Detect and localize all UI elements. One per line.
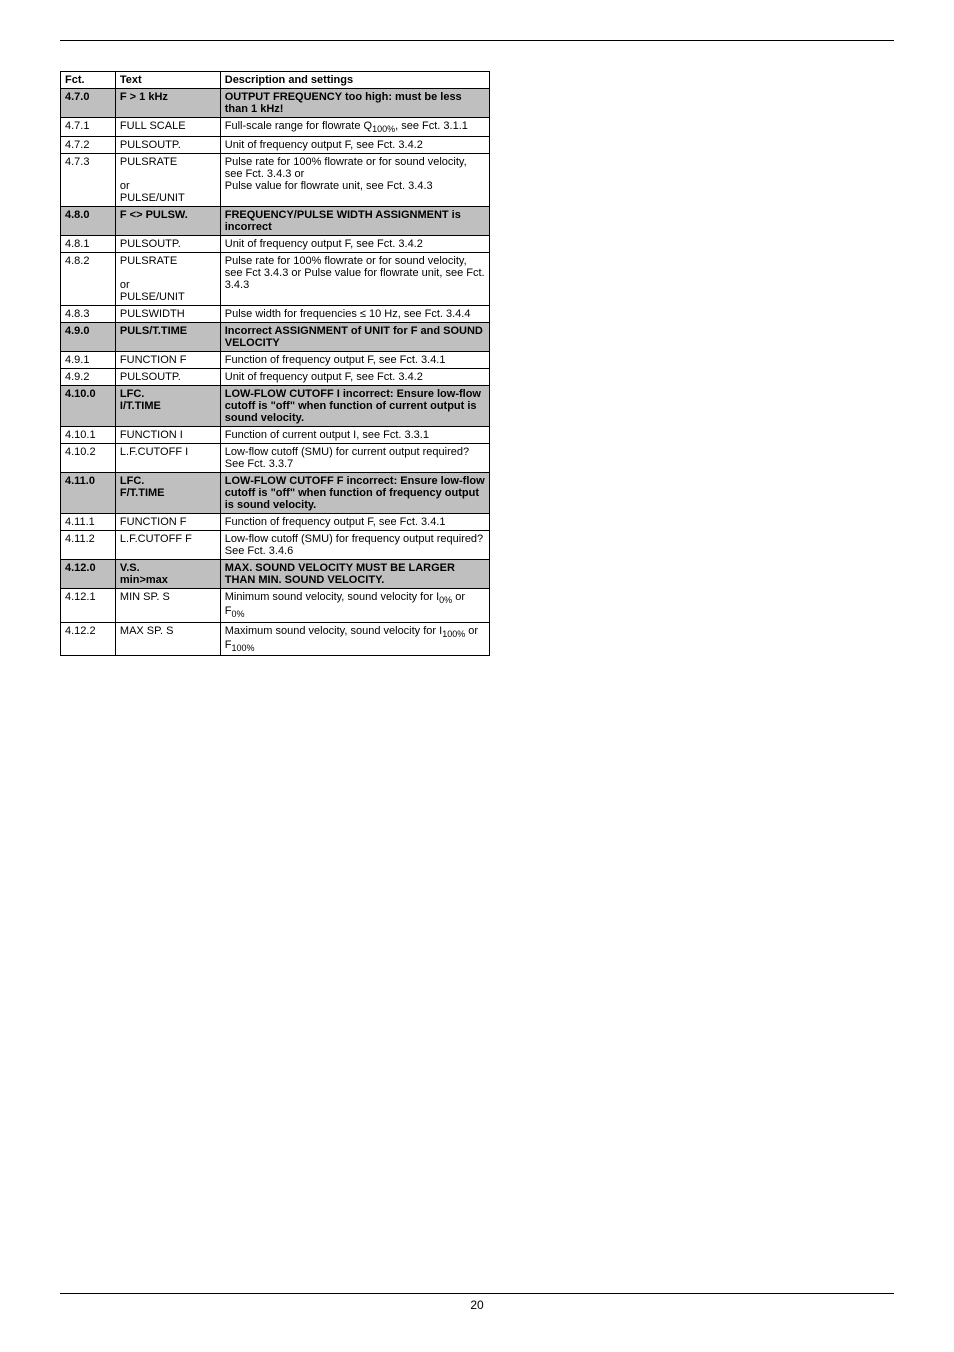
cell-text: PULSWIDTH (115, 306, 220, 323)
cell-desc: Maximum sound velocity, sound velocity f… (220, 622, 489, 655)
cell-text: FUNCTION I (115, 427, 220, 444)
cell-fct: 4.9.2 (61, 369, 116, 386)
table-row: 4.10.2L.F.CUTOFF ILow-flow cutoff (SMU) … (61, 444, 490, 473)
cell-desc: Function of current output I, see Fct. 3… (220, 427, 489, 444)
cell-text: V.S.min>max (115, 560, 220, 589)
table-header-row: Fct. Text Description and settings (61, 72, 490, 89)
table-row: 4.10.1FUNCTION IFunction of current outp… (61, 427, 490, 444)
cell-fct: 4.9.1 (61, 352, 116, 369)
cell-text: PULSOUTP. (115, 137, 220, 154)
cell-desc: Pulse rate for 100% flowrate or for soun… (220, 154, 489, 207)
cell-fct: 4.7.2 (61, 137, 116, 154)
table-row: 4.9.2PULSOUTP.Unit of frequency output F… (61, 369, 490, 386)
cell-fct: 4.10.1 (61, 427, 116, 444)
table-row: 4.10.0LFC.I/T.TIMELOW-FLOW CUTOFF I inco… (61, 386, 490, 427)
cell-text: FUNCTION F (115, 352, 220, 369)
header-desc: Description and settings (220, 72, 489, 89)
cell-fct: 4.8.2 (61, 253, 116, 306)
table-row: 4.7.3PULSRATEorPULSE/UNITPulse rate for … (61, 154, 490, 207)
table-row: 4.7.1FULL SCALEFull-scale range for flow… (61, 118, 490, 137)
cell-fct: 4.7.1 (61, 118, 116, 137)
cell-desc: Incorrect ASSIGNMENT of UNIT for F and S… (220, 323, 489, 352)
cell-fct: 4.10.0 (61, 386, 116, 427)
cell-fct: 4.11.2 (61, 531, 116, 560)
cell-desc: Unit of frequency output F, see Fct. 3.4… (220, 236, 489, 253)
cell-desc: Function of frequency output F, see Fct.… (220, 352, 489, 369)
table-row: 4.11.2L.F.CUTOFF FLow-flow cutoff (SMU) … (61, 531, 490, 560)
cell-text: FUNCTION F (115, 514, 220, 531)
cell-fct: 4.11.0 (61, 473, 116, 514)
table-row: 4.11.1FUNCTION FFunction of frequency ou… (61, 514, 490, 531)
cell-desc: Pulse width for frequencies ≤ 10 Hz, see… (220, 306, 489, 323)
table-row: 4.8.2PULSRATEorPULSE/UNITPulse rate for … (61, 253, 490, 306)
cell-text: PULS/T.TIME (115, 323, 220, 352)
function-table: Fct. Text Description and settings 4.7.0… (60, 71, 490, 656)
cell-desc: MAX. SOUND VELOCITY MUST BE LARGER THAN … (220, 560, 489, 589)
cell-text: FULL SCALE (115, 118, 220, 137)
cell-desc: Low-flow cutoff (SMU) for current output… (220, 444, 489, 473)
cell-text: F <> PULSW. (115, 207, 220, 236)
cell-fct: 4.7.3 (61, 154, 116, 207)
table-row: 4.8.0F <> PULSW.FREQUENCY/PULSE WIDTH AS… (61, 207, 490, 236)
cell-text: L.F.CUTOFF I (115, 444, 220, 473)
cell-fct: 4.10.2 (61, 444, 116, 473)
table-row: 4.7.2PULSOUTP.Unit of frequency output F… (61, 137, 490, 154)
cell-desc: Low-flow cutoff (SMU) for frequency outp… (220, 531, 489, 560)
table-row: 4.12.2MAX SP. SMaximum sound velocity, s… (61, 622, 490, 655)
cell-fct: 4.12.1 (61, 589, 116, 622)
cell-desc: Full-scale range for flowrate Q100%, see… (220, 118, 489, 137)
cell-desc: OUTPUT FREQUENCY too high: must be less … (220, 89, 489, 118)
table-row: 4.9.0PULS/T.TIMEIncorrect ASSIGNMENT of … (61, 323, 490, 352)
cell-desc: LOW-FLOW CUTOFF I incorrect: Ensure low-… (220, 386, 489, 427)
cell-text: PULSRATEorPULSE/UNIT (115, 154, 220, 207)
cell-text: LFC.F/T.TIME (115, 473, 220, 514)
cell-text: PULSRATEorPULSE/UNIT (115, 253, 220, 306)
cell-text: MIN SP. S (115, 589, 220, 622)
cell-desc: Unit of frequency output F, see Fct. 3.4… (220, 137, 489, 154)
cell-text: LFC.I/T.TIME (115, 386, 220, 427)
page-number: 20 (470, 1298, 483, 1312)
cell-desc: FREQUENCY/PULSE WIDTH ASSIGNMENT is inco… (220, 207, 489, 236)
header-text: Text (115, 72, 220, 89)
table-row: 4.12.1MIN SP. SMinimum sound velocity, s… (61, 589, 490, 622)
table-row: 4.9.1FUNCTION FFunction of frequency out… (61, 352, 490, 369)
cell-fct: 4.8.0 (61, 207, 116, 236)
cell-text: F > 1 kHz (115, 89, 220, 118)
cell-desc: LOW-FLOW CUTOFF F incorrect: Ensure low-… (220, 473, 489, 514)
table-row: 4.12.0V.S.min>maxMAX. SOUND VELOCITY MUS… (61, 560, 490, 589)
header-fct: Fct. (61, 72, 116, 89)
cell-text: L.F.CUTOFF F (115, 531, 220, 560)
cell-fct: 4.11.1 (61, 514, 116, 531)
cell-fct: 4.8.1 (61, 236, 116, 253)
cell-fct: 4.12.0 (61, 560, 116, 589)
cell-desc: Minimum sound velocity, sound velocity f… (220, 589, 489, 622)
cell-fct: 4.12.2 (61, 622, 116, 655)
cell-desc: Unit of frequency output F, see Fct. 3.4… (220, 369, 489, 386)
cell-text: MAX SP. S (115, 622, 220, 655)
cell-fct: 4.7.0 (61, 89, 116, 118)
cell-text: PULSOUTP. (115, 236, 220, 253)
cell-desc: Pulse rate for 100% flowrate or for soun… (220, 253, 489, 306)
table-row: 4.7.0F > 1 kHzOUTPUT FREQUENCY too high:… (61, 89, 490, 118)
table-row: 4.8.3PULSWIDTHPulse width for frequencie… (61, 306, 490, 323)
cell-fct: 4.9.0 (61, 323, 116, 352)
page-footer: 20 (60, 1293, 894, 1312)
table-row: 4.11.0LFC.F/T.TIMELOW-FLOW CUTOFF F inco… (61, 473, 490, 514)
table-row: 4.8.1PULSOUTP.Unit of frequency output F… (61, 236, 490, 253)
cell-text: PULSOUTP. (115, 369, 220, 386)
page-container: Fct. Text Description and settings 4.7.0… (60, 40, 894, 1312)
cell-desc: Function of frequency output F, see Fct.… (220, 514, 489, 531)
cell-fct: 4.8.3 (61, 306, 116, 323)
table-body: 4.7.0F > 1 kHzOUTPUT FREQUENCY too high:… (61, 89, 490, 656)
